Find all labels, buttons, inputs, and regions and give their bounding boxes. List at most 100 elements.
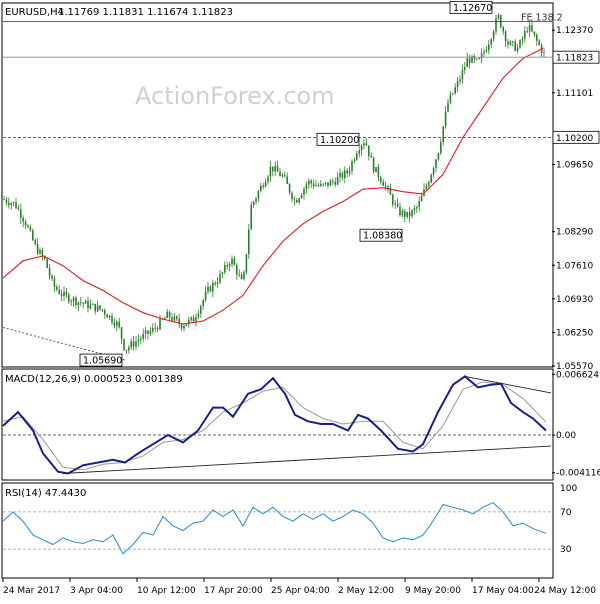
candle-body — [276, 166, 279, 172]
candle-body — [324, 182, 327, 184]
rsi-panel: 100 70 30 — [2, 484, 577, 555]
candle-body — [180, 324, 183, 329]
candle-body — [245, 254, 248, 273]
candle-body — [168, 311, 171, 318]
rsi-line — [2, 502, 547, 555]
candle-body — [200, 306, 202, 314]
candle-body — [128, 347, 130, 351]
watermark: ActionForex.com — [135, 82, 335, 110]
candle-body — [226, 264, 228, 267]
candle-body — [39, 249, 41, 254]
annotation-label: 1.05690 — [83, 356, 122, 367]
candle-body — [521, 38, 524, 41]
candle-body — [159, 318, 161, 330]
candle-body — [406, 211, 408, 218]
candle-body — [252, 201, 255, 206]
candle-body — [308, 180, 310, 185]
candle-body — [336, 176, 339, 185]
candle-body — [418, 201, 420, 208]
candle-body — [363, 143, 365, 146]
candle-body — [485, 50, 488, 52]
candle-body — [15, 202, 17, 209]
candle-body — [101, 309, 104, 311]
candle-body — [519, 40, 521, 48]
candle-body — [497, 15, 500, 19]
x-tick-label: 25 Apr 04:00 — [271, 586, 330, 596]
candle-body — [82, 302, 84, 304]
rsi-title: RSI(14) 47.4430 — [5, 488, 86, 499]
candle-body — [320, 184, 322, 186]
candle-body — [29, 227, 32, 231]
candle-body — [394, 203, 396, 205]
candle-body — [36, 243, 39, 254]
candle-body — [408, 211, 411, 217]
candle-body — [375, 166, 377, 173]
macd-line — [2, 375, 547, 475]
candle-body — [358, 150, 360, 154]
candle-body — [99, 305, 101, 310]
candle-body — [389, 187, 392, 195]
candle-body — [516, 47, 519, 51]
candle-body — [490, 39, 492, 45]
candle-body — [257, 191, 260, 199]
candle-body — [452, 93, 454, 95]
candle-body — [60, 293, 63, 297]
candle-body — [442, 126, 444, 142]
candle-body — [291, 192, 293, 200]
candle-body — [281, 175, 284, 177]
candle-body — [176, 316, 178, 319]
candle-body — [353, 159, 356, 162]
candle-body — [171, 317, 173, 321]
candle-body — [420, 195, 423, 202]
candle-body — [236, 265, 238, 275]
candle-body — [365, 143, 368, 146]
candle-body — [96, 305, 99, 312]
candle-body — [132, 341, 135, 347]
rsi-tick-label: 30 — [560, 545, 572, 555]
candle-body — [303, 188, 305, 195]
candle-body — [346, 170, 348, 174]
candle-body — [488, 44, 490, 51]
symbol-label: EURUSD,H4 — [5, 7, 64, 18]
candle-body — [384, 185, 387, 187]
candle-body — [63, 291, 65, 297]
candle-body — [348, 170, 351, 174]
candle-body — [209, 286, 212, 292]
level-price-box — [552, 130, 600, 144]
candle-body — [543, 52, 545, 53]
price-tick-label: 1.07610 — [556, 261, 593, 271]
candle-body — [20, 209, 22, 219]
candle-body — [468, 58, 471, 63]
candle-body — [142, 333, 144, 339]
candle-body — [332, 180, 334, 182]
candle-body — [288, 183, 291, 193]
candle-body — [135, 341, 137, 347]
candle-body — [260, 185, 262, 192]
annotation-box — [359, 228, 403, 242]
candle-body — [413, 208, 416, 211]
candle-body — [514, 41, 516, 51]
x-tick-label: 9 May 20:00 — [405, 586, 461, 596]
candle-body — [286, 176, 288, 184]
annotation-box — [449, 0, 493, 14]
candle-body — [411, 210, 413, 217]
x-tick-label: 10 Apr 12:00 — [137, 586, 196, 596]
candle-body — [476, 58, 478, 60]
candle-body — [300, 194, 303, 199]
rsi-panel-frame — [1, 482, 554, 579]
candle-body — [188, 319, 190, 325]
candle-body — [3, 199, 5, 200]
candle-body — [284, 175, 286, 177]
candle-body — [298, 198, 300, 203]
candle-body — [164, 318, 166, 320]
candle-body — [149, 331, 152, 334]
candle-body — [116, 321, 118, 326]
candle-body — [219, 274, 221, 283]
candle-body — [240, 274, 243, 280]
candle-body — [387, 186, 389, 188]
candle-body — [70, 301, 72, 303]
candle-body — [80, 302, 82, 303]
candle-body — [339, 173, 341, 177]
